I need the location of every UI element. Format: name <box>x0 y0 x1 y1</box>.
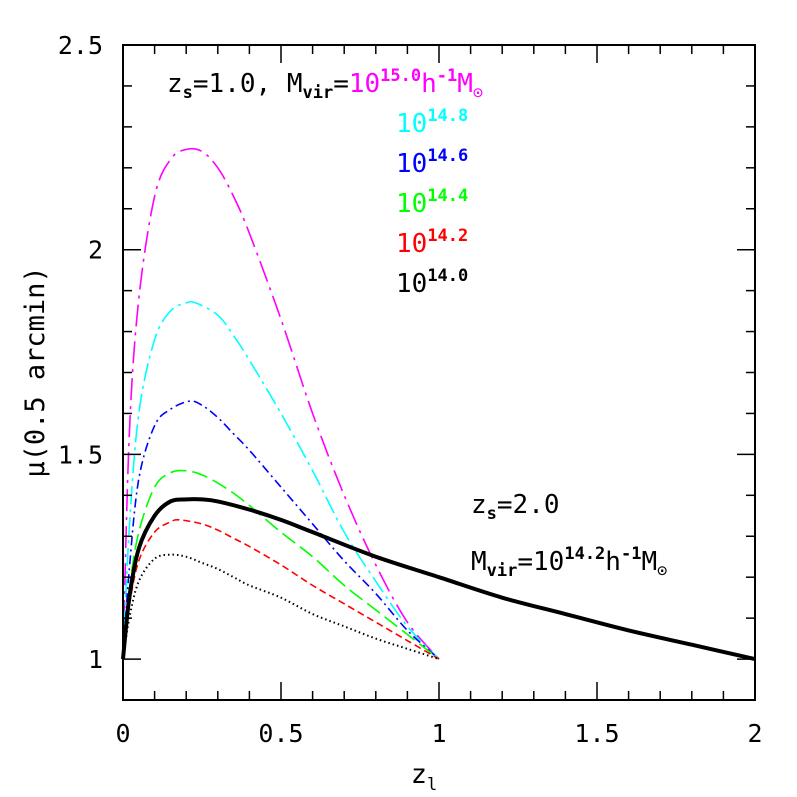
x-tick-label: 1 <box>431 719 446 748</box>
legend-zs1-entry: 1014.8 <box>396 106 468 139</box>
series-line-0 <box>122 147 440 660</box>
y-tick-label: 1.5 <box>58 440 103 469</box>
legend-zs1-entry: 1014.6 <box>396 146 468 179</box>
legend-zs1-header: zs=1.0, Mvir=1015.0h-1M⊙ <box>167 66 483 103</box>
series-line-2 <box>122 400 440 660</box>
y-tick-label: 2 <box>88 236 103 265</box>
series-line-1 <box>122 300 440 660</box>
legend-zs2: zs=2.0 Mvir=1014.2h-1M⊙ <box>471 490 667 581</box>
x-tick-label: 1.5 <box>574 719 619 748</box>
y-axis-title: μ(0.5 arcmin) <box>20 266 51 477</box>
x-tick-label: 2 <box>747 719 762 748</box>
tick-labels: 0 0.5 1 1.5 2 1 1.5 2 2.5 <box>58 31 763 748</box>
x-tick-label: 0.5 <box>258 719 303 748</box>
legend-zs1-entry: 1014.2 <box>396 226 468 259</box>
series-line-3 <box>122 469 440 660</box>
legend-zs1-entry: 1014.4 <box>396 186 468 219</box>
legend-zs2-header: zs=2.0 <box>471 490 560 524</box>
x-tick-label: 0 <box>115 719 130 748</box>
series-line-4 <box>122 518 440 660</box>
series-layer <box>121 147 756 662</box>
x-axis-title: zl <box>411 759 438 795</box>
legend-zs1: zs=1.0, Mvir=1015.0h-1M⊙1014.8 1014.6 1014… <box>167 66 483 299</box>
series-line-5 <box>122 553 440 661</box>
series-line-6 <box>121 497 756 662</box>
y-tick-label: 1 <box>88 645 103 674</box>
legend-zs1-entry: 1014.0 <box>396 266 468 299</box>
legend-zs2-mass: Mvir=1014.2h-1M⊙ <box>471 544 667 581</box>
y-tick-label: 2.5 <box>58 31 103 60</box>
plot-frame <box>122 44 756 701</box>
axis-ticks <box>122 44 756 700</box>
